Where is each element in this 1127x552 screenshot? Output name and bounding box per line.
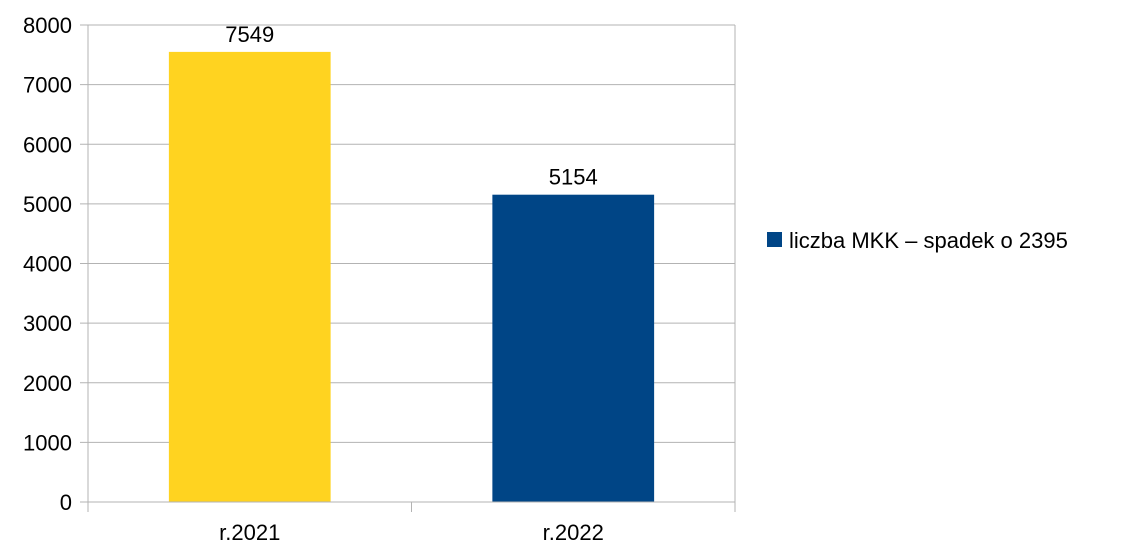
bar-r2021 <box>168 51 331 503</box>
legend-swatch <box>767 232 782 247</box>
bar-r2022 <box>492 194 655 502</box>
legend: liczba MKK – spadek o 2395 <box>767 228 1068 253</box>
legend-label: liczba MKK – spadek o 2395 <box>789 228 1068 253</box>
y-tick-label: 2000 <box>23 371 72 396</box>
y-tick-label: 3000 <box>23 311 72 336</box>
y-tick-label: 7000 <box>23 73 72 98</box>
axes: 0 1000 2000 3000 4000 5000 6000 7000 8000 r.2021 r… <box>23 13 736 545</box>
y-tick-label: 8000 <box>23 13 72 38</box>
x-tick-label: r.2021 <box>219 520 280 545</box>
data-labels: 7549 5154 <box>225 22 597 190</box>
data-label: 5154 <box>549 165 598 190</box>
y-tick-label: 0 <box>60 490 72 515</box>
y-tick-label: 6000 <box>23 132 72 157</box>
y-tick-label: 4000 <box>23 252 72 277</box>
bars <box>168 51 655 503</box>
x-tick-label: r.2022 <box>543 520 604 545</box>
y-tick-label: 1000 <box>23 430 72 455</box>
y-tick-label: 5000 <box>23 192 72 217</box>
data-label: 7549 <box>225 22 274 47</box>
